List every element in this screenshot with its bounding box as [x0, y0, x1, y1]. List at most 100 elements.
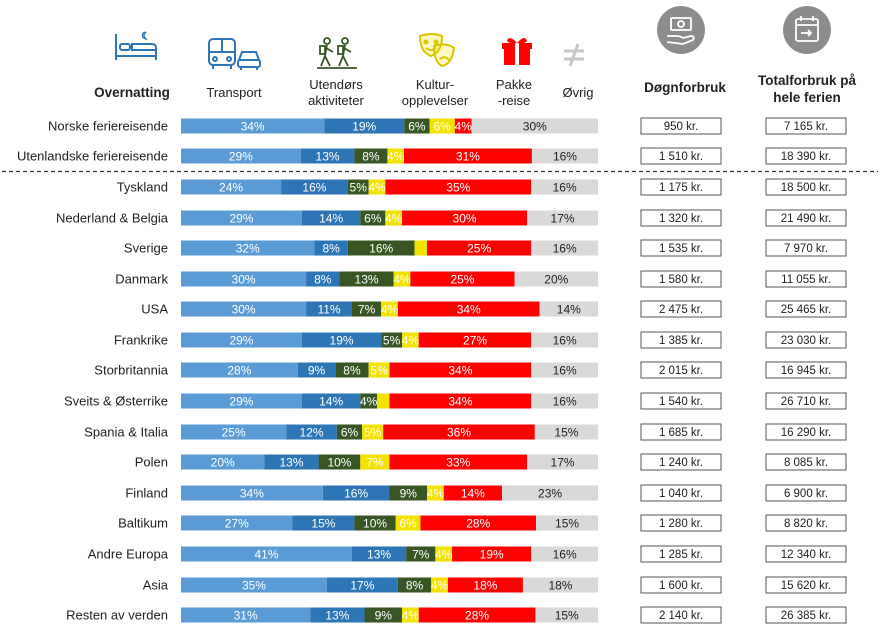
header-pakke-line1: Pakke [495, 77, 533, 92]
data-label: 5% [350, 181, 368, 195]
data-label: 16% [369, 242, 393, 256]
totalforbruk-value: 11 055 kr. [781, 274, 831, 286]
header-totalforbruk-line1: Totalforbruk på [757, 73, 856, 88]
dognforbruk-value: 1 600 kr. [659, 580, 703, 592]
bar-segment-utendors [351, 301, 382, 317]
data-label: 8% [322, 242, 340, 256]
totalforbruk-value: 26 710 kr. [781, 396, 832, 408]
data-label: 33% [446, 456, 470, 470]
bar-segment-utendors [397, 577, 432, 593]
row-label: Andre Europa [88, 547, 169, 562]
data-label: 16% [553, 150, 577, 164]
dognforbruk-box [640, 331, 722, 349]
header-kultur-line1: Kultur- [415, 77, 455, 92]
row-label: Baltikum [118, 516, 168, 531]
bar-segment-pakke [403, 148, 532, 164]
bar-segment-overnatting [181, 485, 323, 501]
bar-segment-transport [326, 577, 398, 593]
bar-segment-kultur [431, 577, 448, 593]
totalforbruk-box [765, 453, 847, 471]
data-label: 9% [308, 364, 326, 378]
data-label: 20% [211, 456, 235, 470]
data-label: 27% [225, 517, 249, 531]
data-label: 14% [319, 212, 343, 226]
data-label: 8% [343, 364, 361, 378]
bar-segment-overnatting [181, 607, 311, 623]
calendar-icon [783, 6, 831, 54]
totalforbruk-box [765, 392, 847, 410]
totalforbruk-box [765, 178, 847, 196]
bar-segment-kultur [427, 485, 444, 501]
data-label: 4% [360, 395, 378, 409]
data-label: 16% [553, 395, 577, 409]
totalforbruk-value: 21 490 kr. [781, 213, 832, 225]
bar-segment-pakke [389, 393, 532, 409]
data-label: 16% [344, 487, 368, 501]
data-label: 17% [551, 456, 575, 470]
bar-segment-utendors [364, 607, 403, 623]
header-ovrig: Øvrig [562, 85, 594, 100]
data-label: 6% [341, 426, 359, 440]
totalforbruk-box [765, 117, 847, 135]
data-label: 13% [279, 456, 303, 470]
data-label: 25% [222, 426, 246, 440]
dognforbruk-box [640, 270, 722, 288]
bar-segment-overnatting [181, 179, 282, 195]
row-label: Asia [143, 578, 169, 593]
bar-segment-pakke [383, 424, 535, 440]
data-label: 34% [457, 303, 481, 317]
totalforbruk-value: 7 165 kr. [784, 121, 828, 133]
data-label: 4% [387, 150, 405, 164]
data-label: 7% [358, 303, 376, 317]
totalforbruk-value: 18 500 kr. [781, 182, 832, 194]
row-label: Polen [135, 455, 168, 470]
data-label: 7% [412, 548, 430, 562]
bar-segment-kultur [414, 240, 428, 256]
data-label: 18% [473, 579, 497, 593]
dognforbruk-box [640, 209, 722, 227]
dognforbruk-box [640, 423, 722, 441]
bar-segment-transport [292, 515, 355, 531]
bus-car-icon [208, 38, 261, 70]
row-label: Norske feriereisende [48, 119, 168, 134]
data-label: 12% [300, 426, 324, 440]
dognforbruk-value: 950 kr. [664, 121, 699, 133]
dognforbruk-box [640, 392, 722, 410]
data-label: 25% [467, 242, 491, 256]
data-label: 4% [402, 609, 420, 623]
dognforbruk-value: 1 280 kr. [659, 518, 703, 530]
row-label: Sveits & Østerrike [64, 394, 168, 409]
data-label: 18% [548, 579, 572, 593]
data-label: 23% [538, 487, 562, 501]
bar-segment-ovrig [527, 454, 598, 470]
data-label: 11% [317, 303, 340, 317]
totalforbruk-value: 26 385 kr. [781, 610, 832, 622]
data-label: 4% [381, 303, 399, 317]
data-label: 31% [456, 150, 480, 164]
data-label: 17% [551, 212, 575, 226]
bar-segment-overnatting [181, 362, 298, 378]
bar-segment-kultur [368, 179, 386, 195]
dognforbruk-value: 1 510 kr. [659, 151, 703, 163]
bar-segment-utendors [404, 118, 430, 134]
data-label: 29% [229, 212, 253, 226]
bar-segment-overnatting [181, 424, 287, 440]
bar-segment-transport [297, 362, 336, 378]
data-label: 9% [400, 487, 418, 501]
dognforbruk-box [640, 606, 722, 624]
bar-segment-transport [264, 454, 319, 470]
bar-segment-pakke [389, 362, 532, 378]
bar-segment-utendors [360, 393, 377, 409]
data-label: 30% [232, 303, 256, 317]
dognforbruk-box [640, 484, 722, 502]
bar-segment-kultur [429, 118, 455, 134]
dognforbruk-box [640, 117, 722, 135]
bar-segment-utendors [360, 210, 386, 226]
bar-segment-pakke [452, 546, 532, 562]
dognforbruk-value: 1 240 kr. [659, 457, 703, 469]
data-label: 14% [557, 303, 581, 317]
bar-segment-kultur [376, 393, 390, 409]
data-label: 9% [375, 609, 393, 623]
bar-segment-pakke [402, 210, 528, 226]
data-label: 29% [229, 395, 253, 409]
